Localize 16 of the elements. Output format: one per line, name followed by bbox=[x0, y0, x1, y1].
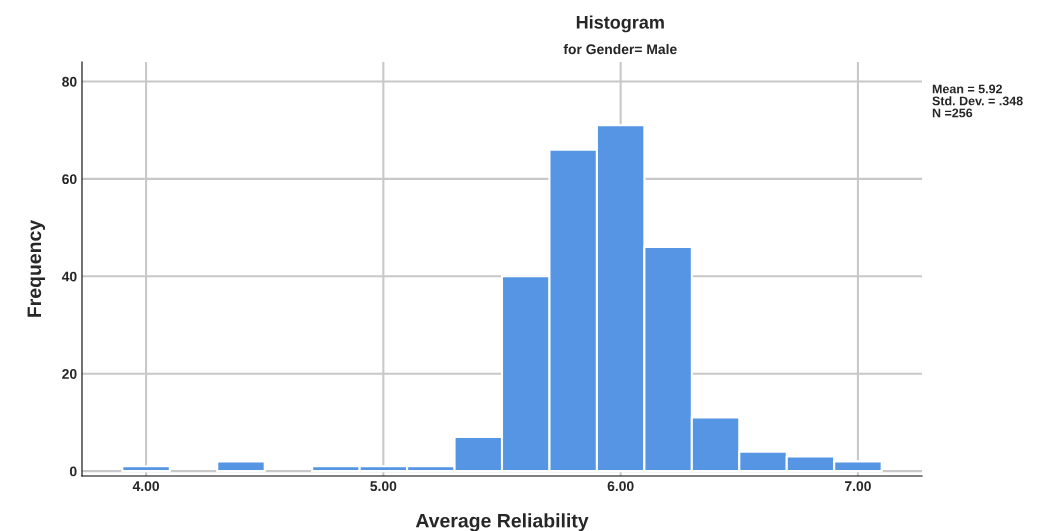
y-tick-label: 0 bbox=[69, 466, 77, 477]
y-tick-label: 60 bbox=[62, 174, 77, 185]
x-tick-label: 7.00 bbox=[845, 481, 871, 492]
y-tick-label: 80 bbox=[62, 76, 77, 87]
y-tick-label: 40 bbox=[61, 271, 77, 282]
x-tick-label: 5.00 bbox=[370, 481, 397, 492]
text: N =256 bbox=[932, 108, 973, 118]
text: Mean = 5.92 bbox=[932, 84, 1003, 94]
text: Std. Dev. = .348 bbox=[932, 96, 1023, 106]
x-tick-label: 4.00 bbox=[132, 481, 160, 492]
chart-title: Histogram bbox=[576, 15, 664, 33]
chart-subtitle: for Gender= Male bbox=[563, 43, 677, 55]
x-axis-title: Average Reliability bbox=[415, 513, 589, 531]
x-tick-label: 6.00 bbox=[607, 481, 634, 492]
y-tick-label: 20 bbox=[62, 369, 77, 379]
y-axis-title: Frequency bbox=[27, 219, 46, 317]
